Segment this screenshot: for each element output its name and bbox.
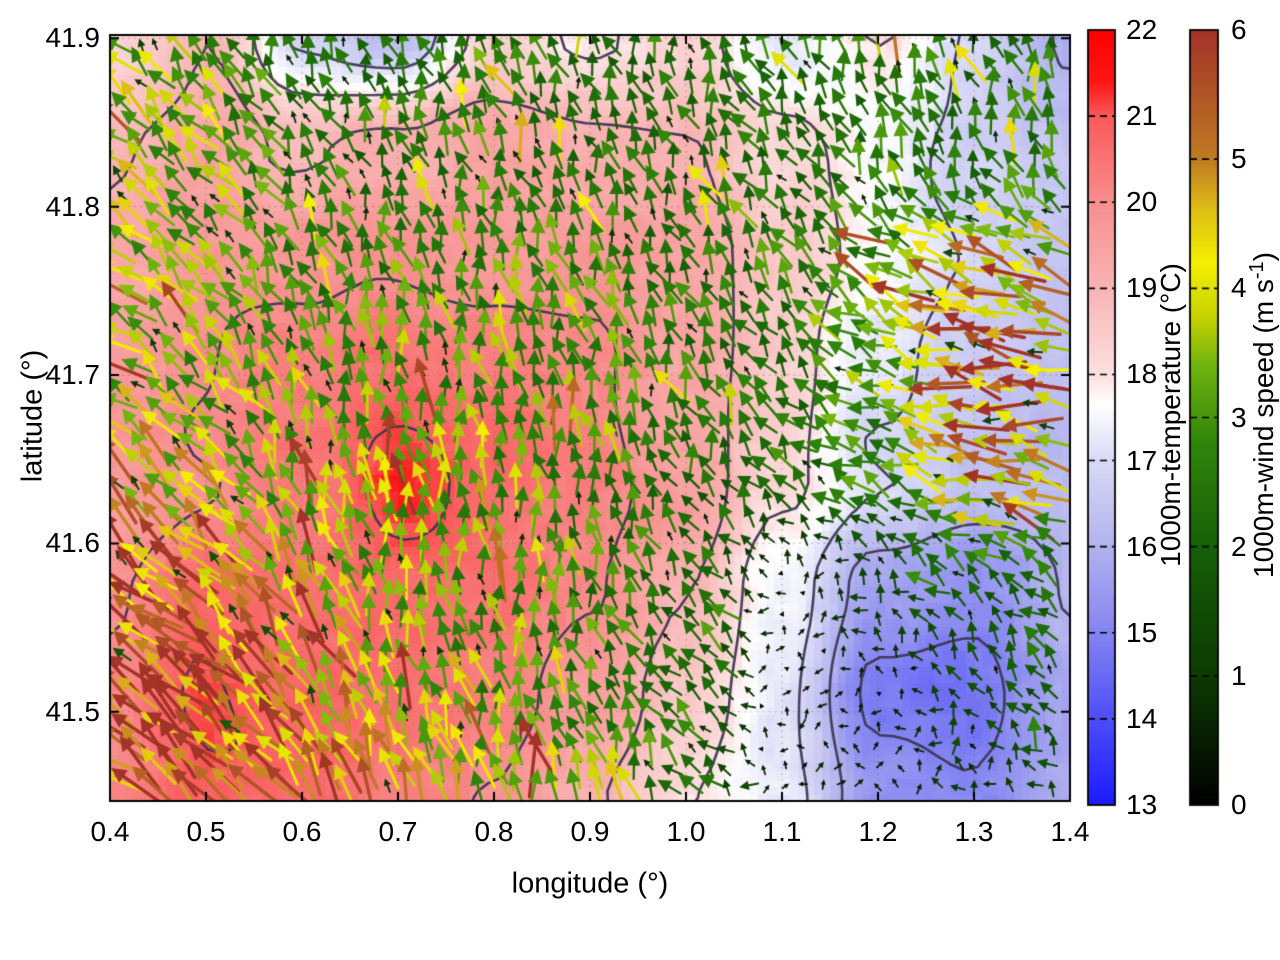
temperature-colorbar-tick-label: 21: [1126, 100, 1158, 132]
temperature-colorbar-tick-label: 13: [1126, 789, 1158, 820]
x-tick-label: 0.6: [282, 816, 322, 847]
x-tick-label: 0.5: [186, 816, 226, 847]
temperature-colorbar-tick-label: 17: [1126, 444, 1158, 476]
x-tick-label: 1.2: [858, 816, 898, 847]
y-tick-label: 41.6: [45, 527, 101, 559]
temperature-colorbar-tick-label: 19: [1126, 272, 1158, 304]
x-tick-label: 0.4: [90, 816, 130, 847]
y-tick-label: 41.9: [45, 22, 101, 54]
x-tick-label: 0.9: [570, 816, 610, 847]
wind-colorbar-label-sup: -1: [1245, 261, 1268, 280]
y-tick-label: 41.7: [45, 359, 101, 391]
temperature-colorbar-tick-label: 18: [1126, 358, 1158, 390]
temperature-colorbar-tick-label: 15: [1126, 616, 1158, 648]
x-tick-label: 0.7: [378, 816, 418, 847]
temperature-colorbar-tick-label: 22: [1126, 14, 1158, 45]
temperature-colorbar-tick-label: 20: [1126, 186, 1158, 218]
x-tick-label: 1.0: [666, 816, 706, 847]
wind-colorbar-tick-label: 2: [1231, 530, 1247, 562]
temperature-colorbar-tick-label: 14: [1126, 702, 1158, 734]
y-tick-label: 41.8: [45, 190, 101, 222]
y-tick-label: 41.5: [45, 695, 101, 727]
wind-colorbar-label-prefix: 1000m-wind speed (m s: [1248, 279, 1280, 578]
temperature-colorbar-label: 1000m-temperature (°C): [1155, 263, 1186, 567]
wind-colorbar-tick-label: 0: [1231, 789, 1247, 820]
wind-colorbar-label: 1000m-wind speed (m s-1): [1246, 252, 1280, 578]
temperature-colorbar-tick-label: 16: [1126, 530, 1158, 562]
wind-colorbar-tick-label: 4: [1231, 272, 1247, 304]
x-tick-label: 1.3: [954, 816, 994, 847]
x-tick-label: 0.8: [474, 816, 514, 847]
wind-colorbar-tick-label: 5: [1231, 143, 1247, 175]
x-tick-label: 1.4: [1050, 816, 1090, 847]
wind-colorbar-tick-label: 1: [1231, 659, 1247, 691]
x-tick-label: 1.1: [762, 816, 802, 847]
x-axis-label: longitude (°): [511, 867, 669, 900]
wind-colorbar-tick-label: 6: [1231, 14, 1247, 45]
wind-colorbar-label-suffix: ): [1248, 252, 1280, 262]
wind-colorbar-tick-label: 3: [1231, 401, 1247, 433]
